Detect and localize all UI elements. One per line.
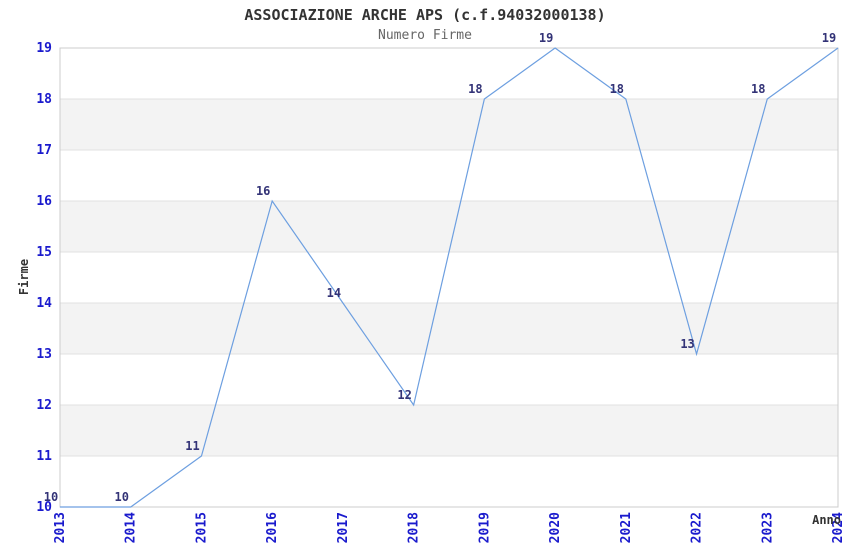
x-tick-label: 2015: [194, 512, 209, 543]
point-label: 19: [539, 31, 553, 45]
x-tick-label: 2020: [548, 512, 563, 543]
y-tick-label: 19: [36, 41, 52, 56]
y-axis-label: Firme: [17, 259, 31, 295]
y-axis-ticks: 10 11 12 13 14 15 16 17 18 19: [36, 41, 52, 515]
band: [60, 303, 838, 354]
plot-border: [59, 47, 839, 508]
point-label: 14: [327, 286, 341, 300]
x-tick-label: 2023: [760, 512, 775, 543]
chart-subtitle: Numero Firme: [378, 28, 472, 43]
x-tick-label: 2019: [477, 512, 492, 543]
point-label: 18: [610, 82, 624, 96]
band: [60, 201, 838, 252]
x-axis-label: Anno: [812, 513, 841, 527]
plot-bands: [60, 99, 838, 456]
x-tick-label: 2017: [336, 512, 351, 543]
x-tick-label: 2013: [53, 512, 68, 543]
y-tick-label: 12: [36, 398, 52, 413]
point-label: 12: [397, 388, 411, 402]
x-axis-ticks: 2013 2014 2015 2016 2017 2018 2019 2020 2021 2022…: [53, 512, 846, 543]
y-tick-label: 10: [36, 500, 52, 515]
y-tick-label: 11: [36, 449, 52, 464]
point-label: 13: [680, 337, 694, 351]
y-tick-label: 17: [36, 143, 52, 158]
x-tick-label: 2021: [619, 512, 634, 543]
y-tick-label: 15: [36, 245, 52, 260]
y-tick-label: 13: [36, 347, 52, 362]
y-tick-label: 18: [36, 92, 52, 107]
x-tick-label: 2022: [690, 512, 705, 543]
point-labels: 10 10 11 16 14 12 18 19 18 13 18 19: [44, 31, 836, 504]
band: [60, 405, 838, 456]
band: [60, 99, 838, 150]
point-label: 19: [822, 31, 836, 45]
point-label: 10: [44, 490, 58, 504]
chart-title: ASSOCIAZIONE ARCHE APS (c.f.94032000138): [244, 6, 605, 24]
y-tick-label: 14: [36, 296, 52, 311]
y-tick-label: 16: [36, 194, 52, 209]
x-tick-label: 2014: [124, 512, 139, 543]
point-label: 16: [256, 184, 270, 198]
point-label: 18: [468, 82, 482, 96]
data-line: [60, 47, 839, 508]
x-tick-label: 2016: [265, 512, 280, 543]
point-label: 10: [115, 490, 129, 504]
x-tick-label: 2024: [831, 512, 846, 543]
point-label: 11: [185, 439, 199, 453]
x-tick-label: 2018: [407, 512, 422, 543]
point-label: 18: [751, 82, 765, 96]
